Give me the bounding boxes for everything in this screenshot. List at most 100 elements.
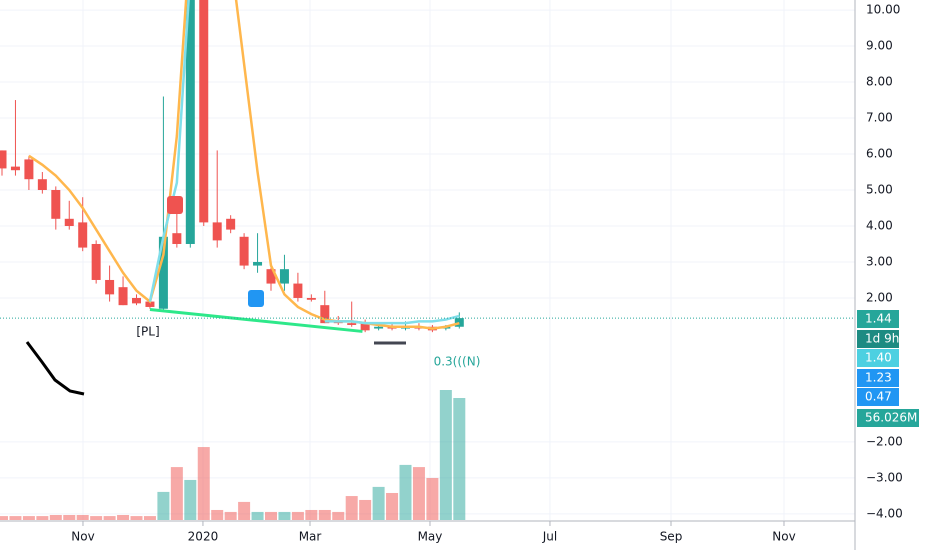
volume-bar [426, 477, 439, 520]
candle-body [51, 190, 61, 219]
candle-body [360, 323, 370, 331]
price-badge [857, 349, 899, 367]
volume-bar [372, 486, 385, 520]
y-tick-label: 2.00 [866, 290, 893, 304]
price-badge [857, 369, 899, 387]
volume-bar [211, 509, 224, 520]
volume-bar [130, 516, 143, 520]
volume-bar [90, 516, 103, 520]
volume-bar [170, 467, 183, 520]
volume-bar [9, 516, 22, 520]
volume-bar [184, 479, 197, 520]
volume-bar [103, 516, 116, 520]
volume-bar [291, 511, 304, 520]
candle-body [118, 287, 128, 306]
volume-bar [359, 499, 372, 520]
price-badge-label: 1.44 [865, 312, 892, 326]
y-tick-label: 5.00 [866, 183, 893, 197]
candle-body [10, 166, 20, 171]
y-tick-label: 9.00 [866, 39, 893, 53]
sell-icon[interactable] [167, 196, 183, 214]
candle-body [454, 318, 464, 327]
candle-body [293, 283, 303, 298]
candle-body [266, 269, 276, 284]
trendline [149, 307, 363, 333]
volume-bar [278, 511, 291, 520]
candle-body [185, 0, 195, 244]
volume-bar [76, 514, 89, 520]
price-badge [857, 409, 919, 427]
candle-body [347, 323, 357, 325]
drawing-stroke [25, 341, 85, 396]
volume-bar [0, 516, 9, 520]
moving-average [148, 0, 460, 325]
x-tick-label: Nov [71, 530, 94, 544]
candle-body [24, 159, 34, 180]
y-tick-label: 6.00 [866, 147, 893, 161]
y-tick-label: −3.00 [866, 470, 903, 484]
price-badge-label: 1.40 [865, 351, 892, 365]
volume-bar [197, 447, 210, 520]
y-tick-label: 10.00 [866, 3, 900, 17]
x-tick-label: Sep [660, 530, 683, 544]
candle-body [64, 218, 74, 226]
candle-body [212, 222, 222, 241]
candle-body [279, 269, 289, 284]
candle-body [239, 236, 249, 266]
volume-bar [399, 464, 412, 520]
volume-bar [36, 516, 49, 520]
price-badge-label: 1d 9h [865, 332, 899, 346]
volume-bar [143, 516, 156, 520]
candle-body [0, 150, 7, 169]
candle-body [78, 222, 88, 248]
x-tick-label: Jul [542, 530, 557, 544]
y-tick-label: −2.00 [866, 434, 903, 448]
y-tick-label: 8.00 [866, 75, 893, 89]
price-badge-label: 56.026M [865, 411, 917, 425]
volume-pane [0, 390, 466, 520]
y-tick-label: −4.00 [866, 506, 903, 520]
candle-body [199, 0, 209, 223]
candle-body [158, 236, 168, 309]
axes: 10.00 9.00 8.00 7.00 6.00 5.00 4.00 3.00 2.00 −2.… [71, 3, 919, 544]
candle-body [105, 279, 115, 295]
candle-body [132, 297, 142, 304]
candle-body [145, 301, 155, 307]
x-tick-label: May [418, 530, 443, 544]
price-badge [857, 388, 899, 406]
volume-bar [63, 514, 76, 520]
price-badge [857, 310, 899, 328]
volume-bar [412, 467, 425, 520]
candle-body [226, 218, 236, 230]
candle-body [374, 326, 384, 329]
volume-bar [238, 501, 251, 520]
price-badge-label: 1.23 [865, 371, 892, 385]
x-tick-label: Mar [299, 530, 322, 544]
volume-bar [22, 516, 35, 520]
y-tick-label: 3.00 [866, 254, 893, 268]
volume-bar [224, 511, 237, 520]
buy-icon[interactable] [248, 290, 264, 307]
candle-body [37, 179, 47, 191]
volume-bar [318, 509, 331, 520]
volume-bar [332, 511, 345, 520]
x-tick-label: Nov [772, 530, 795, 544]
candle-body [253, 261, 263, 266]
price-badge-label: 0.47 [865, 390, 892, 404]
pivot-label: [PL] [136, 325, 159, 339]
volume-bar [345, 496, 358, 520]
volume-bar [386, 492, 399, 520]
x-tick-label: 2020 [188, 530, 219, 544]
volume-bar [117, 514, 130, 520]
price-badge [857, 330, 899, 348]
moving-average [28, 0, 460, 330]
y-tick-label: 4.00 [866, 218, 893, 232]
volume-bar [305, 509, 318, 520]
volume-bar [439, 390, 452, 520]
y-tick-label: 7.00 [866, 111, 893, 125]
candle-body [306, 297, 316, 300]
volume-bar [453, 398, 466, 520]
candle-body [172, 233, 182, 244]
study-label: 0.3(((N) [434, 355, 481, 369]
